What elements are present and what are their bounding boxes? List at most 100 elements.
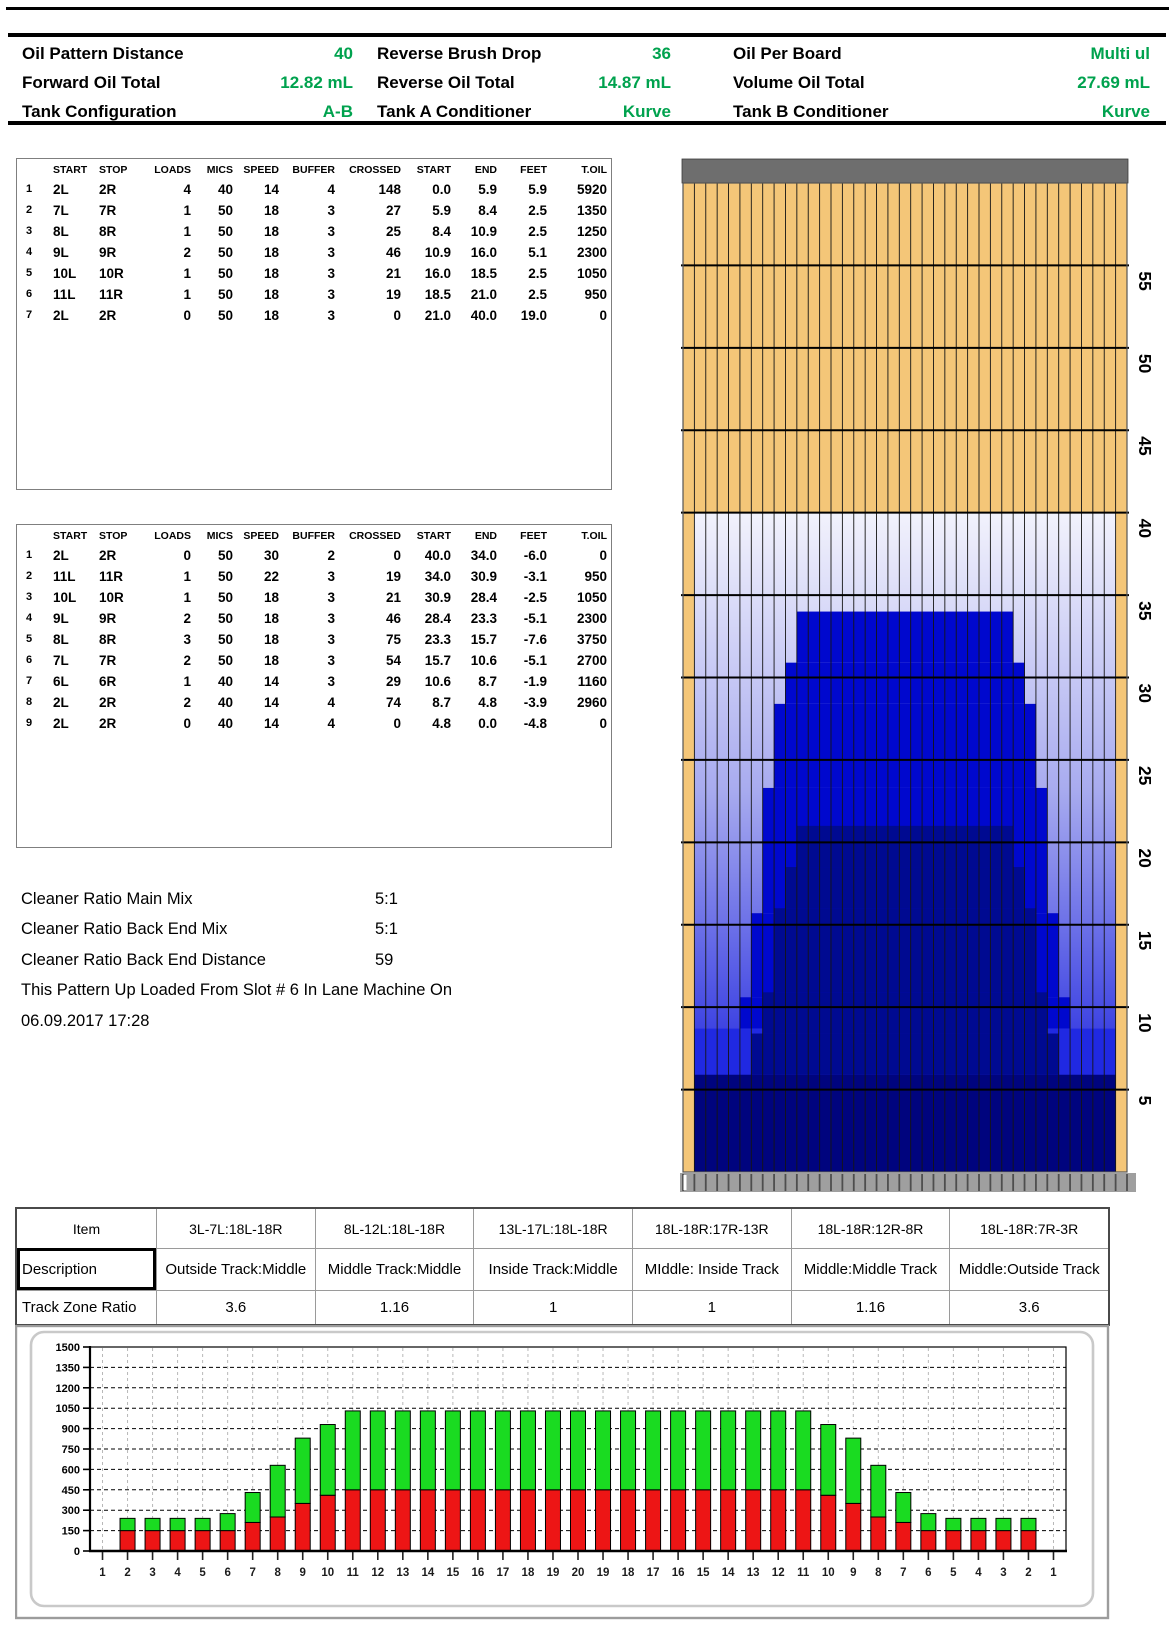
x-tick-label: 18 — [522, 1567, 535, 1579]
zone-ratio-cell[interactable]: 3.6 — [949, 1290, 1108, 1324]
zone-header-cell[interactable]: 8L-12L:18L-18R — [314, 1209, 474, 1248]
bar-forward — [419, 1489, 436, 1552]
table-cell: 7L — [53, 203, 69, 218]
bar-reverse — [745, 1410, 762, 1491]
table-cell: 2R — [99, 695, 117, 710]
header-value: 12.82 mL — [280, 72, 353, 92]
zone-description-cell[interactable]: Middle Track:Middle — [314, 1248, 474, 1290]
distance-scale-label: 20 — [1135, 848, 1155, 868]
apron-strip — [680, 1173, 1136, 1192]
table-row: 5 10L 10R 1 50 18 3 21 16.0 18.5 2.5 1050 — [17, 263, 611, 284]
table-cell: 6 — [26, 288, 33, 300]
table-cell: 8.7 — [478, 674, 497, 689]
table-cell: 2L — [53, 308, 69, 323]
column-header: SPEED — [243, 530, 279, 542]
table-cell: 11R — [99, 569, 124, 584]
column-header: START — [53, 530, 88, 542]
y-tick-label: 450 — [62, 1485, 80, 1497]
table-cell: 18 — [263, 245, 279, 260]
table-cell: 8R — [99, 632, 117, 647]
zone-header-cell[interactable]: 18L-18R:7R-3R — [949, 1209, 1108, 1248]
table-cell: 2.5 — [528, 224, 547, 239]
zone-ratio-cell[interactable]: 1.16 — [314, 1290, 474, 1324]
table-cell: 30.9 — [470, 569, 497, 584]
table-cell: 16.0 — [470, 245, 497, 260]
table-cell: 4 — [327, 182, 335, 197]
table-row: 2 7L 7R 1 50 18 3 27 5.9 8.4 2.5 1350 — [17, 200, 611, 221]
cleaner-item: Cleaner Ratio Back End Mix 5:1 — [21, 915, 641, 946]
table-row: 3 10L 10R 1 50 18 3 21 30.9 28.4 -2.5 1050 — [17, 587, 611, 608]
bar-forward — [219, 1530, 236, 1552]
column-header: CROSSED — [349, 530, 401, 542]
header-label: Reverse Oil Total — [377, 72, 515, 92]
x-tick-label: 12 — [371, 1567, 384, 1579]
table-cell: 2L — [53, 716, 69, 731]
table-cell: 1 — [183, 590, 191, 605]
bar-forward — [745, 1489, 762, 1552]
table-cell: 14 — [263, 695, 279, 710]
table-cell: 2 — [183, 695, 191, 710]
zone-description-cell[interactable]: Middle:Middle Track — [790, 1248, 950, 1290]
bar-forward — [319, 1494, 336, 1552]
table-cell: 9 — [26, 717, 33, 729]
header-label: Reverse Brush Drop — [377, 43, 542, 63]
table-cell: 30 — [263, 548, 279, 563]
zone-ratio-cell[interactable]: 1.16 — [790, 1290, 950, 1324]
table-cell: 3 — [183, 632, 191, 647]
zone-item-header[interactable]: Item — [72, 1220, 101, 1237]
zone-header-cell[interactable]: 3L-7L:18L-18R — [156, 1209, 315, 1248]
zone-description-cell[interactable]: MIddle: Inside Track — [632, 1248, 791, 1290]
zone-ratio-label[interactable]: Track Zone Ratio — [17, 1290, 156, 1324]
bar-forward — [494, 1489, 511, 1552]
table-cell: 2.5 — [528, 287, 547, 302]
table-cell: 28.4 — [424, 611, 451, 626]
zone-description-cell[interactable]: Outside Track:Middle — [156, 1248, 315, 1290]
table-cell: 2 — [26, 204, 33, 216]
column-header: LOADS — [154, 530, 191, 542]
bar-reverse — [469, 1410, 486, 1491]
table-cell: 46 — [385, 611, 401, 626]
table-cell: 5 — [26, 633, 33, 645]
zone-description-cell[interactable]: Inside Track:Middle — [473, 1248, 632, 1290]
table-cell: 3 — [327, 308, 335, 323]
zone-ratio-cell[interactable]: 3.6 — [156, 1290, 315, 1324]
table-row: 4 9L 9R 2 50 18 3 46 10.9 16.0 5.1 2300 — [17, 242, 611, 263]
table-cell: 2L — [53, 695, 69, 710]
table-cell: 1 — [26, 549, 33, 561]
bar-reverse — [294, 1437, 311, 1504]
bar-forward — [845, 1502, 862, 1552]
table-cell: 4 — [26, 246, 33, 258]
bar-reverse — [695, 1410, 712, 1491]
table-cell: 4 — [327, 716, 335, 731]
table-cell: 2 — [183, 653, 191, 668]
header-label: Tank A Conditioner — [377, 101, 532, 121]
x-tick-label: 11 — [347, 1567, 360, 1579]
table-cell: 8.7 — [432, 695, 451, 710]
column-header — [17, 525, 47, 547]
bar-forward — [519, 1489, 536, 1552]
table-cell: 2700 — [576, 653, 607, 668]
zone-ratio-cell[interactable]: 1 — [632, 1290, 791, 1324]
table-cell: 50 — [217, 632, 233, 647]
table-cell: 3750 — [576, 632, 607, 647]
table-cell: 148 — [378, 182, 401, 197]
table-cell: 50 — [217, 590, 233, 605]
x-tick-label: 19 — [597, 1567, 610, 1579]
table-cell: 18 — [263, 224, 279, 239]
table-cell: 50 — [217, 308, 233, 323]
table-cell: 10.6 — [470, 653, 497, 668]
bar-reverse — [244, 1492, 261, 1523]
zone-ratio-cell[interactable]: 1 — [473, 1290, 632, 1324]
zone-header-cell[interactable]: 13L-17L:18L-18R — [473, 1209, 632, 1248]
column-header: FEET — [520, 164, 547, 176]
bar-reverse — [770, 1410, 787, 1491]
zone-header-cell[interactable]: 18L-18R:17R-13R — [632, 1209, 791, 1248]
table-row: 7 2L 2R 0 50 18 3 0 21.0 40.0 19.0 0 — [17, 305, 611, 326]
zone-header-cell[interactable]: 18L-18R:12R-8R — [790, 1209, 950, 1248]
bar-reverse — [369, 1410, 386, 1491]
zone-description-cell[interactable]: Middle:Outside Track — [949, 1248, 1108, 1290]
table-cell: 11R — [99, 287, 124, 302]
zone-description-label[interactable]: Description — [17, 1248, 156, 1290]
table-cell: 1 — [183, 569, 191, 584]
